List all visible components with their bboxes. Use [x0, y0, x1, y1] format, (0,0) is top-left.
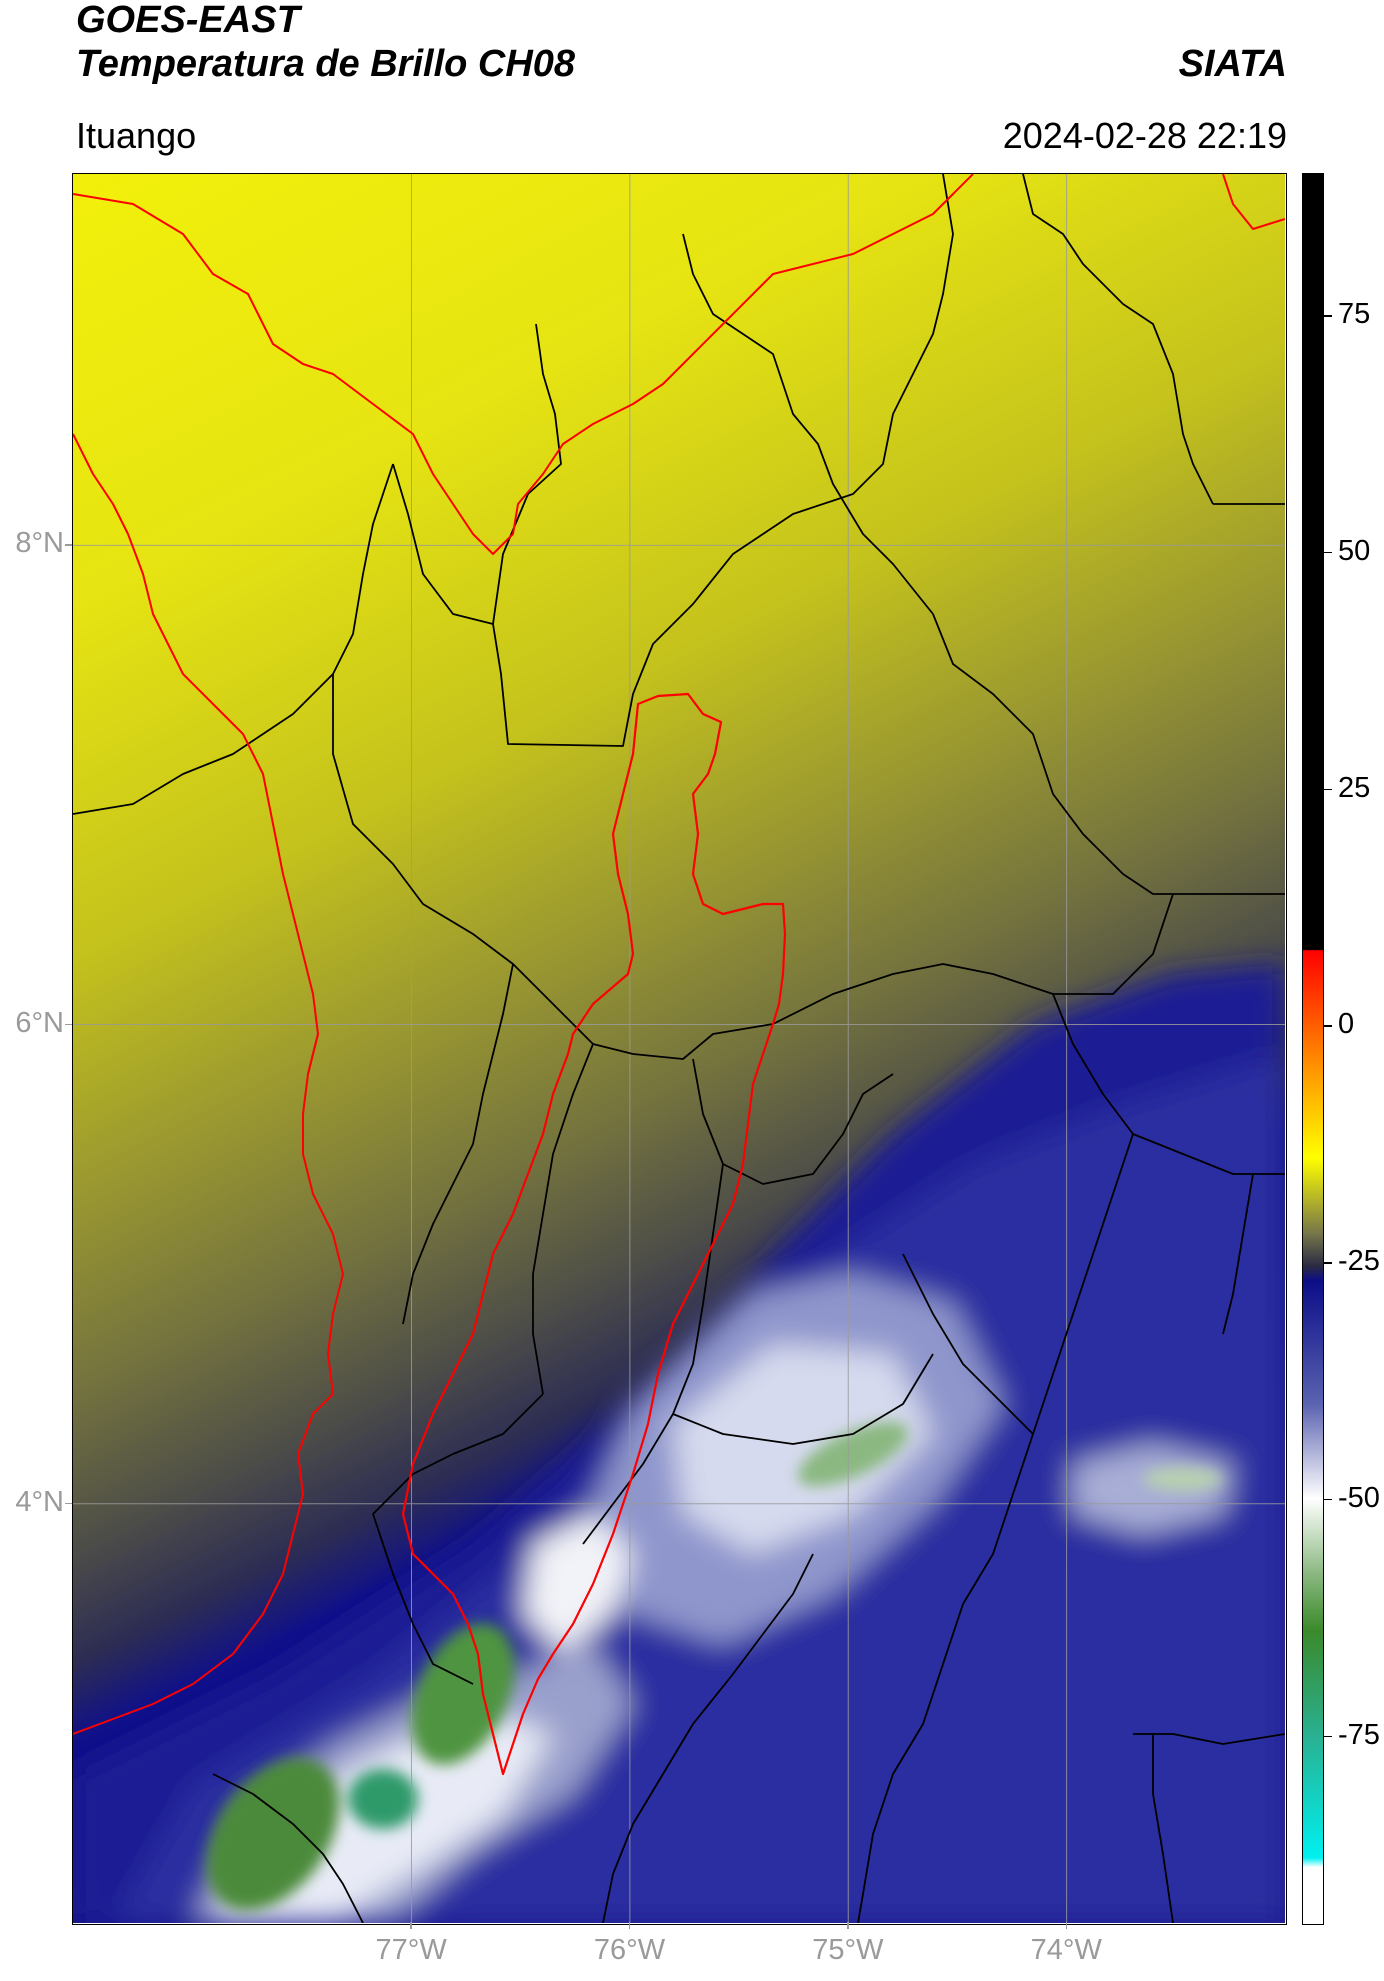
cbar-tickmark-1 — [1324, 551, 1332, 554]
admin-boundaries — [73, 174, 1286, 1924]
lat-label-4n: 4°N — [15, 1485, 64, 1518]
ituango-basin-outline — [401, 692, 787, 1776]
cbar-label-6: -75 — [1338, 1718, 1380, 1751]
gridlines — [73, 174, 1285, 1923]
org-label: SIATA — [1178, 43, 1287, 85]
brightness-temperature-map — [72, 173, 1287, 1925]
cbar-label-3: 0 — [1338, 1008, 1355, 1041]
lat-tick-6n — [65, 1023, 72, 1026]
cbar-label-5: -50 — [1338, 1481, 1380, 1514]
lon-label-77w: 77°W — [375, 1934, 447, 1966]
datetime-label: 2024-02-28 22:19 — [1002, 115, 1287, 156]
lon-label-74w: 74°W — [1030, 1934, 1102, 1966]
temperature-colorbar — [1302, 173, 1324, 1925]
cbar-tickmark-0 — [1324, 315, 1332, 317]
cbar-tickmark-6 — [1324, 1735, 1332, 1738]
lon-tick-74w — [1065, 1922, 1068, 1929]
cbar-tickmark-2 — [1324, 788, 1332, 791]
cbar-tickmark-4 — [1324, 1262, 1332, 1264]
cbar-tickmark-5 — [1324, 1498, 1332, 1501]
lon-tick-76w — [628, 1922, 631, 1929]
cbar-tickmark-3 — [1324, 1025, 1332, 1027]
lat-tick-8n — [65, 544, 72, 546]
lat-tick-4n — [65, 1502, 72, 1505]
coastline — [73, 174, 1286, 1735]
map-canvas — [73, 174, 1286, 1924]
cbar-label-0: 75 — [1338, 298, 1371, 331]
lon-label-76w: 76°W — [593, 1934, 666, 1966]
cbar-label-1: 50 — [1338, 534, 1371, 567]
lat-label-8n: 8°N — [15, 527, 64, 560]
location-label: Ituango — [76, 115, 197, 156]
lon-tick-77w — [410, 1922, 412, 1929]
cbar-label-2: 25 — [1338, 771, 1371, 804]
satellite-title: GOES-EAST — [76, 0, 300, 41]
cold-cloud-cores — [206, 1421, 1223, 1911]
lon-tick-75w — [847, 1922, 849, 1929]
lon-label-75w: 75°W — [812, 1934, 884, 1966]
lat-label-6n: 6°N — [15, 1006, 64, 1039]
cbar-label-4: -25 — [1338, 1245, 1380, 1278]
product-title: Temperatura de Brillo CH08 — [76, 43, 576, 85]
